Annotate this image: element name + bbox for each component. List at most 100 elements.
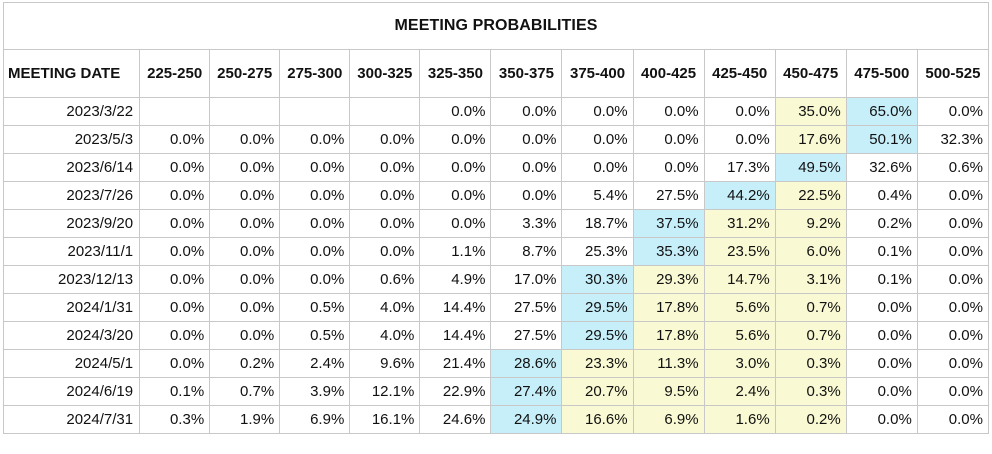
probability-cell: 0.1% [845, 265, 918, 294]
rate-range-header: 425-450 [703, 49, 776, 98]
meeting-date-cell: 2024/5/1 [2, 349, 141, 378]
probability-cell: 0.0% [419, 125, 492, 154]
probability-cell [279, 97, 351, 126]
probability-cell: 6.0% [774, 237, 847, 266]
meeting-probabilities-panel: MEETING PROBABILITIES MEETING DATE 225-2… [2, 2, 990, 434]
table-row: 2024/1/31 0.0% 0.0% 0.5% 4.0% 14.4% 27.5% 29.5%… [2, 293, 990, 322]
probability-cell: 0.0% [490, 125, 563, 154]
rate-range-header: 225-250 [139, 49, 211, 98]
probability-cell: 0.0% [279, 209, 351, 238]
meeting-date-cell: 2023/7/26 [2, 181, 141, 210]
probability-cell: 29.5% [561, 293, 634, 322]
probability-cell: 0.0% [561, 97, 634, 126]
probability-cell: 0.0% [349, 153, 421, 182]
probability-cell: 31.2% [703, 209, 776, 238]
probability-cell: 0.2% [845, 209, 918, 238]
probability-cell: 0.0% [490, 153, 563, 182]
rate-range-header: 300-325 [349, 49, 421, 98]
probability-cell: 0.0% [209, 265, 281, 294]
probability-cell: 4.0% [349, 321, 421, 350]
probability-cell: 0.6% [916, 153, 990, 182]
probability-cell: 25.3% [561, 237, 634, 266]
probability-cell: 0.0% [632, 97, 705, 126]
table-row: 2023/5/3 0.0% 0.0% 0.0% 0.0% 0.0% 0.0% 0.0% 0.0%… [2, 125, 990, 154]
probability-cell: 0.3% [774, 349, 847, 378]
probability-cell: 0.0% [845, 349, 918, 378]
probability-cell: 14.4% [419, 293, 492, 322]
probability-cell: 0.0% [916, 265, 990, 294]
probability-cell: 0.0% [209, 181, 281, 210]
table-title: MEETING PROBABILITIES [3, 2, 989, 50]
probability-cell: 0.0% [349, 181, 421, 210]
rate-range-header: 325-350 [419, 49, 492, 98]
meeting-date-cell: 2023/12/13 [2, 265, 141, 294]
probability-cell: 0.0% [561, 125, 634, 154]
table-title-row: MEETING PROBABILITIES [3, 2, 989, 50]
rate-range-header: 500-525 [916, 49, 990, 98]
probability-cell: 9.2% [774, 209, 847, 238]
column-header-row: MEETING DATE 225-250 250-275 275-300 300-32… [2, 49, 990, 98]
probability-cell: 8.7% [490, 237, 563, 266]
probability-cell: 0.6% [349, 265, 421, 294]
probability-cell: 0.0% [139, 153, 211, 182]
probability-cell: 17.3% [703, 153, 776, 182]
probability-cell: 14.4% [419, 321, 492, 350]
probability-cell: 0.0% [279, 237, 351, 266]
table-row: 2024/5/1 0.0% 0.2% 2.4% 9.6% 21.4% 28.6% 23.3% 1… [2, 349, 990, 378]
probability-cell: 3.9% [279, 377, 351, 406]
probability-cell: 0.0% [916, 293, 990, 322]
probability-cell: 0.0% [139, 237, 211, 266]
probability-cell: 3.1% [774, 265, 847, 294]
probability-cell: 16.6% [561, 405, 634, 434]
probability-cell: 0.0% [561, 153, 634, 182]
probability-cell: 17.0% [490, 265, 563, 294]
probability-cell: 20.7% [561, 377, 634, 406]
probability-cell: 0.0% [349, 209, 421, 238]
probability-cell: 18.7% [561, 209, 634, 238]
meeting-date-cell: 2024/6/19 [2, 377, 141, 406]
meeting-date-cell: 2024/7/31 [2, 405, 141, 434]
probability-cell: 35.3% [632, 237, 705, 266]
probability-cell: 35.0% [774, 97, 847, 126]
probability-cell: 6.9% [279, 405, 351, 434]
probability-cell: 0.0% [349, 125, 421, 154]
probability-cell: 0.0% [916, 349, 990, 378]
table-row: 2023/11/1 0.0% 0.0% 0.0% 0.0% 1.1% 8.7% 25.3% 35… [2, 237, 990, 266]
meeting-date-cell: 2023/5/3 [2, 125, 141, 154]
probability-cell: 11.3% [632, 349, 705, 378]
probability-cell: 0.0% [490, 181, 563, 210]
meeting-probabilities-table: MEETING PROBABILITIES MEETING DATE 225-2… [2, 2, 990, 434]
probability-cell: 0.0% [279, 181, 351, 210]
probability-cell: 0.1% [139, 377, 211, 406]
probability-cell: 0.0% [209, 209, 281, 238]
table-row: 2024/6/19 0.1% 0.7% 3.9% 12.1% 22.9% 27.4% 20.7… [2, 377, 990, 406]
probability-cell: 0.5% [279, 321, 351, 350]
probability-cell: 28.6% [490, 349, 563, 378]
table-row: 2023/7/26 0.0% 0.0% 0.0% 0.0% 0.0% 0.0% 5.4% 27.… [2, 181, 990, 210]
rate-range-header: 450-475 [774, 49, 847, 98]
probability-cell: 5.4% [561, 181, 634, 210]
probability-cell: 0.0% [209, 293, 281, 322]
probability-cell: 14.7% [703, 265, 776, 294]
meeting-date-cell: 2023/6/14 [2, 153, 141, 182]
probability-cell: 0.0% [916, 97, 990, 126]
probability-cell: 0.0% [209, 153, 281, 182]
probability-cell: 0.0% [139, 265, 211, 294]
probability-cell: 0.0% [139, 125, 211, 154]
probability-cell: 50.1% [845, 125, 918, 154]
probability-cell: 0.0% [139, 349, 211, 378]
probability-cell: 0.0% [209, 125, 281, 154]
table-row: 2024/7/31 0.3% 1.9% 6.9% 16.1% 24.6% 24.9% 16.6… [2, 405, 990, 434]
probability-cell [349, 97, 421, 126]
probability-cell: 0.0% [845, 377, 918, 406]
probability-cell: 12.1% [349, 377, 421, 406]
probability-cell: 4.0% [349, 293, 421, 322]
probability-cell: 0.0% [703, 97, 776, 126]
probability-cell: 0.0% [703, 125, 776, 154]
table-row: 2023/3/22 0.0% 0.0% 0.0% 0.0% 0.0% 35.0% 65.0% 0… [2, 97, 990, 126]
probability-cell [139, 97, 211, 126]
probability-cell: 27.5% [632, 181, 705, 210]
probability-cell: 24.9% [490, 405, 563, 434]
probability-cell: 0.2% [209, 349, 281, 378]
probability-cell: 5.6% [703, 321, 776, 350]
